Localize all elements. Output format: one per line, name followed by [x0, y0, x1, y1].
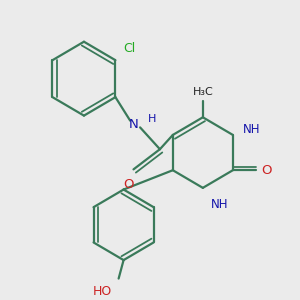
- Text: H₃C: H₃C: [193, 87, 213, 97]
- Text: HO: HO: [93, 285, 112, 298]
- Text: NH: NH: [211, 198, 229, 211]
- Text: Cl: Cl: [124, 42, 136, 55]
- Text: H: H: [148, 114, 157, 124]
- Text: N: N: [129, 118, 138, 130]
- Text: NH: NH: [243, 123, 260, 136]
- Text: O: O: [123, 178, 134, 191]
- Text: O: O: [261, 164, 272, 177]
